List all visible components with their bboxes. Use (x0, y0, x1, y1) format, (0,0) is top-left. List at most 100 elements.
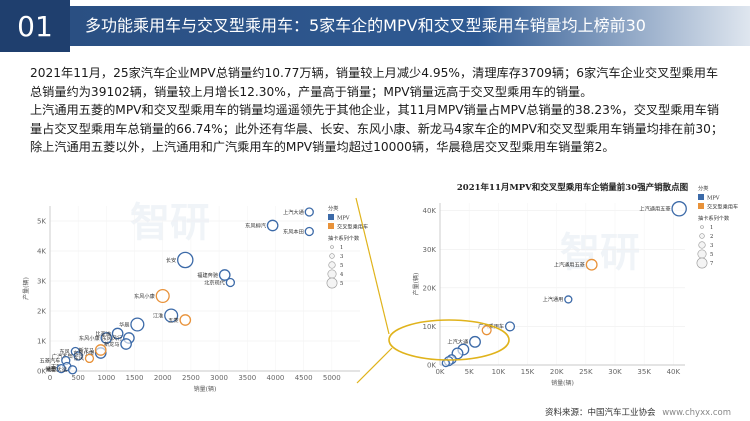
legend-label: MPV (707, 196, 720, 202)
x-tick-label: 0 (48, 374, 52, 382)
source-label: 资料来源：中国汽车工业协会 (545, 408, 656, 418)
scatter-point (481, 325, 492, 336)
point-label: 华晨 (119, 320, 129, 328)
y-tick-label: 2K (37, 308, 46, 316)
x-tick-label: 3000 (210, 374, 228, 382)
y-tick-label: 0K (427, 362, 436, 370)
legend-size-label: 5 (340, 281, 343, 287)
legend-size-title: 抽卡系列个数 (698, 214, 730, 222)
x-tick-label: 2500 (182, 374, 200, 382)
scatter-point (177, 251, 194, 269)
scatter-point (585, 258, 598, 271)
y-tick-label: 1K (37, 338, 46, 346)
legend-size-circle (326, 277, 338, 289)
scatter-point (504, 321, 516, 332)
point-label: 上汽通用五菱 (554, 261, 585, 269)
legend-size-label: 2 (710, 234, 713, 240)
x-tick-label: 500 (71, 374, 84, 382)
point-label: 五菱 (168, 316, 178, 324)
scatter-point (225, 277, 236, 288)
scatter-point (120, 338, 132, 350)
scatter-point (67, 365, 78, 375)
legend-label: 交叉型乘用车 (337, 223, 368, 231)
legend-swatch (328, 223, 334, 229)
point-label: 福田 (45, 364, 55, 372)
point-label: 东风小康 (73, 349, 94, 357)
legend-swatch (328, 214, 334, 220)
scatter-point (304, 226, 314, 237)
source-note: 资料来源：中国汽车工业协会 www.chyxx.com (545, 406, 731, 418)
x-tick-label: 4500 (295, 374, 313, 382)
page-title: 多功能乘用车与交叉型乘用车：5家车企的MPV和交叉型乘用车销量均上榜前30 (85, 16, 646, 35)
chart-title: 2021年11月MPV和交叉型乘用车企销量前30强产销散点图 (457, 182, 688, 193)
y-tick-label: 5K (37, 218, 46, 226)
point-label: 上汽大通 (283, 208, 305, 216)
intro-paragraph-2: 上汽通用五菱的MPV和交叉型乘用车的销量均遥遥领先于其他企业，其11月MPV销量… (30, 103, 724, 154)
scatter-point (56, 363, 66, 374)
legend-size-label: 5 (710, 252, 713, 258)
intro-paragraph-1: 2021年11月，25家汽车企业MPV总销量约10.77万辆，销量较上月减少4.… (30, 66, 719, 99)
point-label: 北京现代 (204, 278, 226, 286)
x-tick-label: 4000 (267, 374, 285, 382)
callout-line-bottom (356, 347, 393, 384)
point-label: 长安 (166, 256, 176, 264)
legend-size-label: 1 (710, 225, 713, 231)
y-axis-title: 产量(辆) (412, 273, 420, 296)
y-axis-title: 产量(辆) (22, 277, 30, 300)
legend-size-label: 7 (710, 261, 713, 267)
legend-size-label: 4 (340, 272, 344, 278)
scatter-point (111, 327, 124, 340)
legend-size-circle (696, 257, 708, 269)
slide-header: 01 多功能乘用车与交叉型乘用车：5家车企的MPV和交叉型乘用车销量均上榜前30 (0, 0, 750, 52)
legend-swatch (698, 194, 704, 200)
y-tick-label: 30K (423, 246, 437, 254)
scatter-point (73, 351, 83, 361)
scatter-point (564, 295, 573, 304)
x-tick-label: 15K (521, 368, 535, 376)
x-tick-label: 0K (435, 368, 444, 376)
point-label: 东风小康 (79, 334, 100, 342)
y-tick-label: 10K (423, 323, 437, 331)
legend-size-label: 3 (340, 254, 343, 260)
scatter-point (155, 288, 170, 304)
legend-size-label: 5 (340, 263, 343, 269)
point-label: 东风风行 (101, 334, 122, 342)
legend-size-label: 1 (340, 245, 343, 251)
point-label: 上汽通用五菱 (639, 205, 670, 213)
point-label: 福建奔驰 (197, 271, 218, 279)
scatter-point (94, 344, 107, 356)
scatter-point (130, 317, 145, 332)
point-label: 上汽通用 (543, 295, 564, 303)
scatter-point (218, 269, 231, 281)
point-label: 东风柳汽 (245, 221, 267, 229)
x-tick-label: 1000 (97, 374, 115, 382)
x-tick-label: 35K (637, 368, 651, 376)
point-label: 成都大运 (46, 366, 68, 374)
legend-size-label: 3 (710, 243, 713, 249)
y-tick-label: 20K (423, 284, 437, 292)
scatter-point (179, 314, 192, 326)
legend-swatch (698, 203, 704, 209)
y-tick-label: 40K (423, 207, 437, 215)
y-tick-label: 3K (37, 278, 46, 286)
legend-size-circle (329, 253, 335, 259)
x-tick-label: 10K (492, 368, 506, 376)
legend-size-circle (330, 245, 334, 249)
x-tick-label: 30K (608, 368, 622, 376)
intro-text: 2021年11月，25家汽车企业MPV总销量约10.77万辆，销量较上月减少4.… (30, 64, 730, 157)
point-label: 东风 (74, 354, 85, 362)
source-url: www.chyxx.com (662, 408, 732, 418)
x-tick-label: 25K (579, 368, 593, 376)
callout-ellipse (388, 319, 510, 361)
scatter-point (84, 353, 95, 364)
scatter-point (164, 308, 179, 323)
point-label: 东风本田 (283, 227, 304, 235)
x-tick-label: 3500 (238, 374, 256, 382)
legend-size-circle (328, 261, 336, 269)
header-bar (70, 6, 750, 46)
callout-line-top (355, 197, 390, 335)
x-axis-title: 销量(辆) (551, 379, 574, 387)
y-tick-label: 4K (37, 248, 46, 256)
point-label: 广汽本田 (52, 352, 73, 360)
